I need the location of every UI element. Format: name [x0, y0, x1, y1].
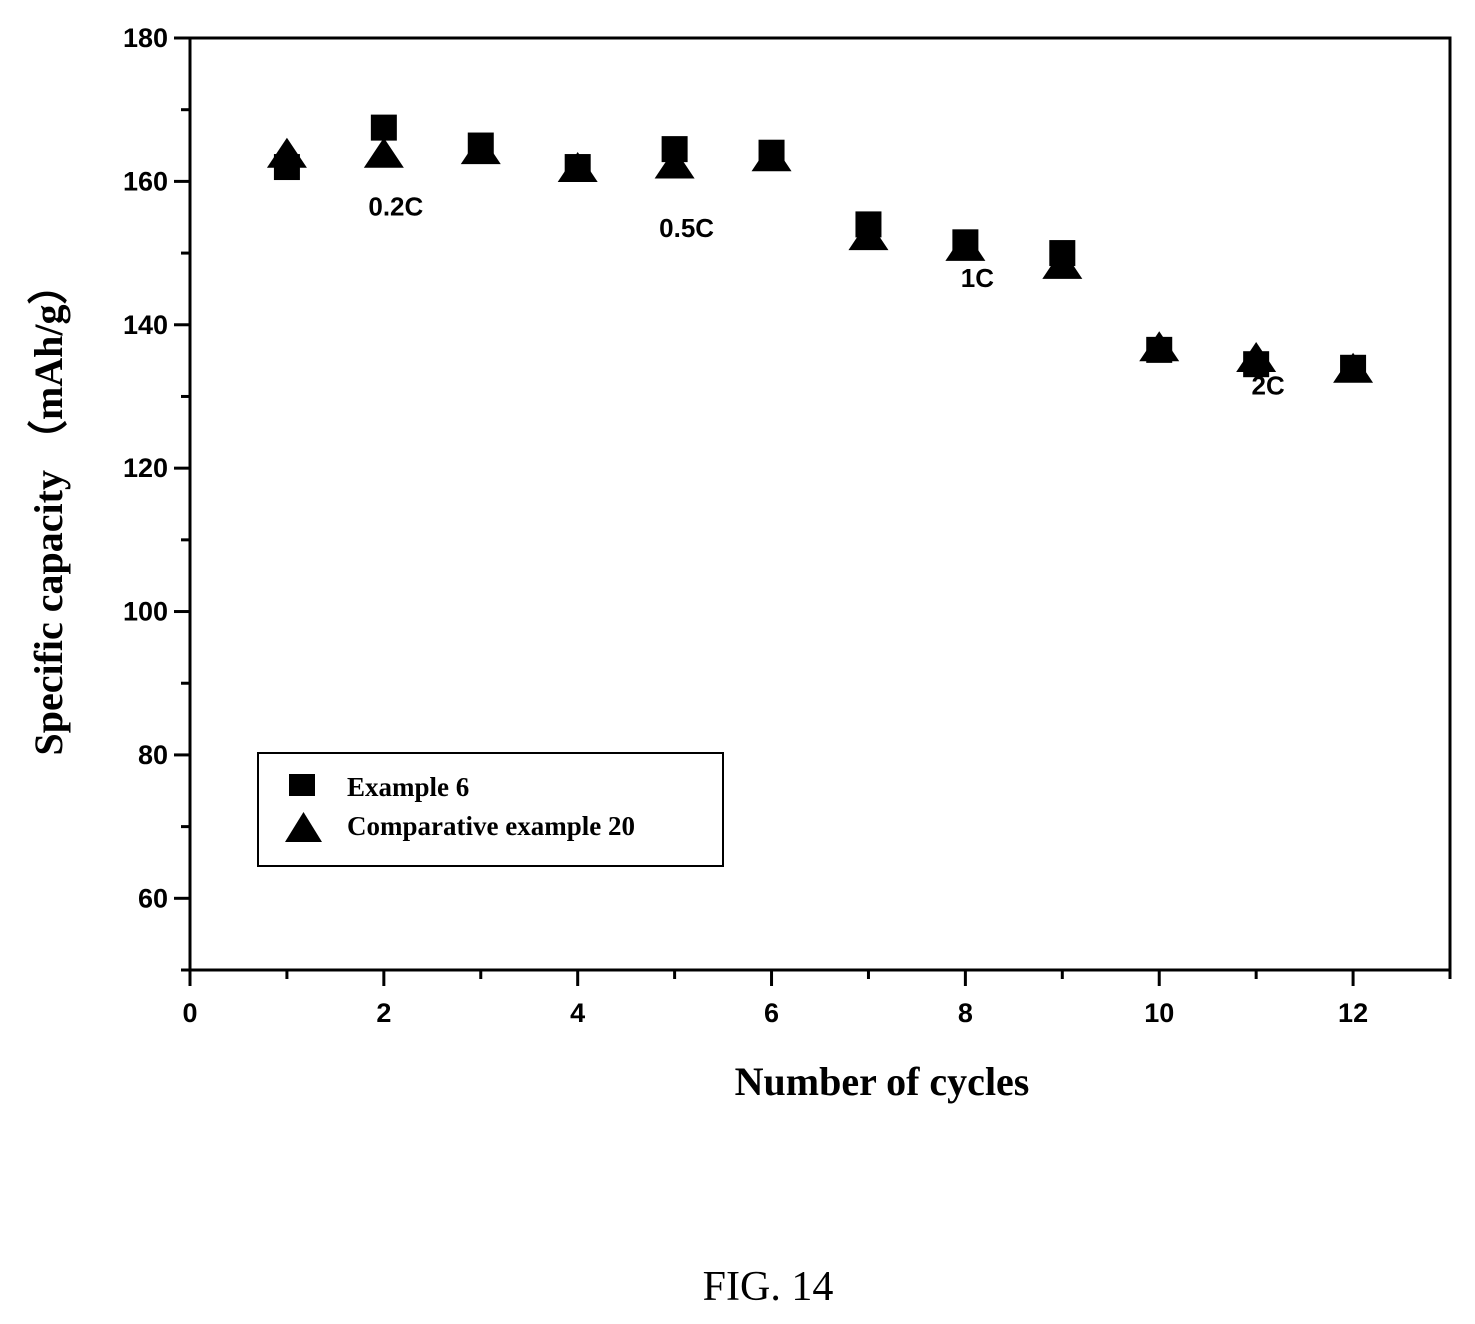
- y-axis-title: Specific capacity （mAh/g）: [26, 264, 71, 755]
- x-tick-label: 8: [958, 998, 973, 1028]
- legend-label-example-6: Example 6: [347, 772, 469, 802]
- rate-annotation: 0.2C: [368, 191, 423, 221]
- y-tick-label: 60: [138, 883, 168, 913]
- y-tick-label: 120: [123, 453, 168, 483]
- y-tick-label: 100: [123, 597, 168, 627]
- y-tick-label: 140: [123, 310, 168, 340]
- data-point-square: [1049, 240, 1076, 267]
- data-point-square: [564, 154, 591, 181]
- rate-annotation: 1C: [961, 263, 994, 293]
- data-point-square: [661, 136, 688, 163]
- data-point-triangle: [363, 137, 404, 168]
- x-tick-label: 6: [764, 998, 779, 1028]
- rate-annotation: 0.5C: [659, 213, 714, 243]
- y-axis-ticks: 60 80 100 120 140 160 180: [123, 23, 190, 972]
- x-tick-label: 10: [1144, 998, 1174, 1028]
- y-tick-label: 160: [123, 166, 168, 196]
- data-point-square: [467, 132, 494, 159]
- data-point-square: [952, 229, 979, 256]
- data-point-triangle: [654, 148, 695, 179]
- data-point-square: [1146, 336, 1173, 363]
- legend-box: [257, 752, 724, 867]
- rate-annotations: 0.2C 0.5C 1C 2C: [368, 191, 1285, 400]
- figure-caption: FIG. 14: [703, 1264, 834, 1310]
- x-tick-label: 12: [1338, 998, 1368, 1028]
- data-series: [266, 114, 1374, 383]
- data-point-square: [1243, 351, 1270, 378]
- data-point-square: [273, 154, 300, 181]
- data-point-square: [855, 211, 882, 238]
- series-comparative-example-20: [266, 134, 1374, 383]
- x-tick-label: 0: [182, 998, 197, 1028]
- plot-frame: [188, 36, 1452, 972]
- data-point-square: [1340, 354, 1367, 381]
- legend: Example 6 Comparative example 20: [257, 752, 724, 867]
- legend-label-comparative-example-20: Comparative example 20: [347, 811, 635, 841]
- series-example-6: [273, 114, 1367, 381]
- y-tick-label: 180: [123, 23, 168, 53]
- legend-triangle-marker: [285, 812, 322, 842]
- rate-annotation: 2C: [1252, 371, 1285, 401]
- y-tick-label: 80: [138, 740, 168, 770]
- legend-square-marker: [289, 774, 315, 796]
- x-axis-ticks: 0 2 4 6 8 10 12: [182, 970, 1452, 1028]
- x-axis-title: Number of cycles: [735, 1059, 1030, 1104]
- x-tick-label: 2: [376, 998, 391, 1028]
- data-point-square: [370, 114, 397, 141]
- data-point-square: [758, 139, 785, 166]
- x-tick-label: 4: [570, 998, 585, 1028]
